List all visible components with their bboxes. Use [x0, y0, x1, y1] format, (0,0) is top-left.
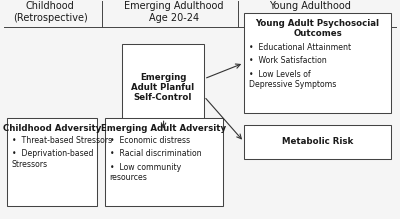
Text: •  Low Levels of
Depressive Symptoms: • Low Levels of Depressive Symptoms — [249, 70, 336, 89]
Text: Metabolic Risk: Metabolic Risk — [282, 137, 353, 146]
FancyBboxPatch shape — [244, 13, 391, 113]
Text: Childhood
(Retrospective): Childhood (Retrospective) — [13, 1, 87, 23]
Text: Emerging Adulthood
Age 20-24: Emerging Adulthood Age 20-24 — [124, 1, 224, 23]
Text: •  Low community
resources: • Low community resources — [110, 163, 181, 182]
Text: Young Adult Psychosocial
Outcomes: Young Adult Psychosocial Outcomes — [256, 19, 380, 38]
Text: Emerging Adult Adversity: Emerging Adult Adversity — [101, 124, 226, 133]
FancyBboxPatch shape — [122, 44, 204, 131]
Text: Young Adulthood
Age 26: Young Adulthood Age 26 — [269, 1, 351, 23]
Text: Childhood Adversity: Childhood Adversity — [3, 124, 101, 133]
Text: •  Deprivation-based
Stressors: • Deprivation-based Stressors — [12, 149, 94, 169]
FancyBboxPatch shape — [7, 118, 97, 206]
Text: •  Economic distress: • Economic distress — [110, 136, 190, 145]
Text: •  Racial discrimination: • Racial discrimination — [110, 149, 201, 158]
Text: •  Work Satisfaction: • Work Satisfaction — [249, 56, 326, 65]
Text: Emerging
Adult Planful
Self-Control: Emerging Adult Planful Self-Control — [132, 73, 194, 102]
FancyBboxPatch shape — [105, 118, 223, 206]
Text: •  Educational Attainment: • Educational Attainment — [249, 43, 351, 52]
FancyBboxPatch shape — [244, 125, 391, 159]
Text: •  Threat-based Stressors: • Threat-based Stressors — [12, 136, 112, 145]
